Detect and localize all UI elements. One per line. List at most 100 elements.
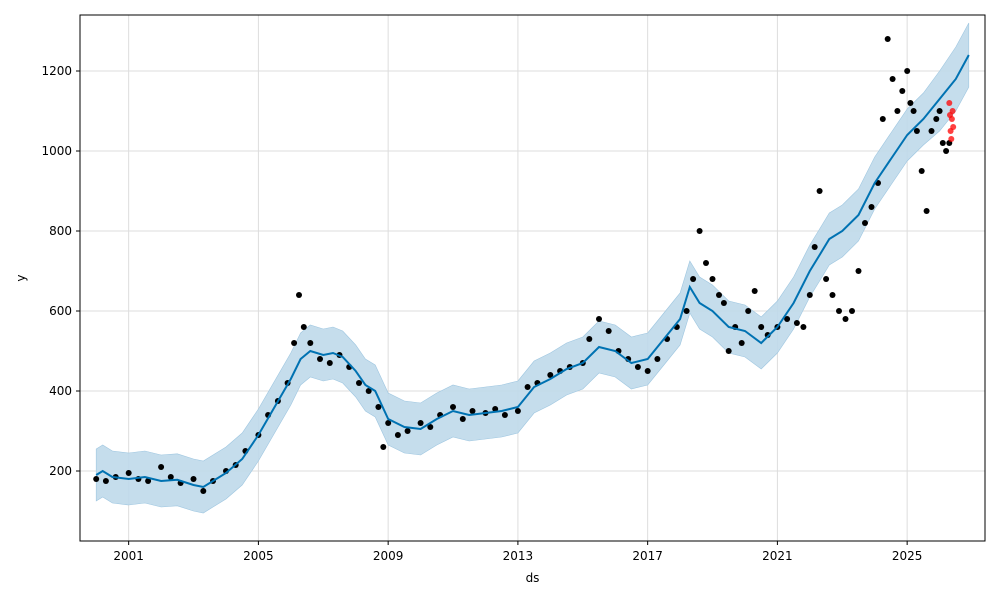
observed-point <box>200 488 207 494</box>
observed-point <box>380 444 387 450</box>
y-axis-ticks: 200 400 600 800 1000 1200 <box>41 64 80 478</box>
y-tick-label: 600 <box>49 304 72 318</box>
observed-point <box>720 300 727 306</box>
observed-point <box>703 260 709 266</box>
observed-point <box>725 348 732 354</box>
y-axis-label: y <box>14 274 28 281</box>
holdout-point <box>948 136 955 142</box>
observed-point <box>907 100 914 106</box>
observed-point <box>300 324 307 330</box>
observed-point <box>514 408 521 414</box>
x-tick-label: 2001 <box>113 549 144 563</box>
observed-point <box>849 308 855 314</box>
observed-point <box>811 244 818 250</box>
observed-point <box>145 478 152 484</box>
observed-point <box>596 316 602 322</box>
observed-point <box>894 108 901 114</box>
observed-point <box>417 420 424 426</box>
forecast-line <box>95 54 970 489</box>
observed-point <box>836 308 842 314</box>
observed-point <box>102 478 109 484</box>
observed-point <box>855 268 862 274</box>
observed-point <box>784 316 791 322</box>
plot-area-frame <box>79 14 986 542</box>
x-tick-label: 2013 <box>503 549 534 563</box>
observed-point <box>745 308 752 314</box>
uncertainty-band <box>95 22 970 514</box>
observed-point <box>605 328 612 334</box>
observed-point <box>501 412 508 418</box>
observed-point <box>939 140 946 146</box>
observed-point <box>868 204 875 210</box>
observed-point <box>427 424 434 430</box>
observed-point <box>524 384 531 390</box>
observed-point <box>385 420 392 426</box>
observed-point <box>365 388 372 394</box>
observed-point <box>936 108 943 114</box>
observed-point <box>758 324 765 330</box>
x-tick-label: 2017 <box>632 549 663 563</box>
observed-point <box>910 108 917 114</box>
observed-point <box>683 308 690 314</box>
observed-point <box>800 324 807 330</box>
observed-point <box>738 340 745 346</box>
observed-point <box>634 364 641 370</box>
y-tick-label: 800 <box>49 224 72 238</box>
holdout-point <box>948 116 955 122</box>
observed-point <box>586 336 593 342</box>
x-tick-label: 2005 <box>243 549 274 563</box>
observed-point <box>806 292 813 298</box>
observed-point <box>884 36 891 42</box>
observed-point <box>928 128 935 134</box>
observed-point <box>829 292 836 298</box>
observed-point <box>93 476 100 482</box>
holdout-point <box>949 108 956 114</box>
observed-point <box>904 68 911 74</box>
uncertainty-band-layer <box>95 22 970 514</box>
observed-point <box>690 276 697 282</box>
observed-point <box>492 406 499 412</box>
observed-point <box>889 76 896 82</box>
x-tick-label: 2025 <box>892 549 923 563</box>
observed-point <box>404 428 411 434</box>
observed-point <box>862 220 868 226</box>
x-axis-label: ds <box>526 571 540 585</box>
observed-point <box>654 356 661 362</box>
x-tick-label: 2021 <box>762 549 793 563</box>
observed-point <box>326 360 333 366</box>
observed-point <box>842 316 849 322</box>
observed-point <box>943 148 950 154</box>
observed-point <box>899 88 906 94</box>
observed-point <box>190 476 197 482</box>
observed-point <box>879 116 886 122</box>
observed-point <box>696 228 703 234</box>
observed-point <box>394 432 401 438</box>
x-axis-ticks: 2001 2005 2009 2013 2017 2021 2025 <box>113 541 922 563</box>
observed-point <box>823 276 830 282</box>
observed-point <box>375 404 382 410</box>
observed-point <box>709 276 716 282</box>
observed-point <box>469 408 476 414</box>
observed-point <box>356 380 362 386</box>
observed-point <box>450 404 456 410</box>
observed-point <box>793 320 800 326</box>
x-tick-label: 2009 <box>373 549 404 563</box>
observed-point <box>933 116 940 122</box>
forecast-line-layer <box>95 54 970 489</box>
observed-point <box>291 340 298 346</box>
y-tick-label: 1200 <box>41 64 72 78</box>
y-tick-label: 1000 <box>41 144 72 158</box>
observed-point <box>918 168 925 174</box>
observed-point <box>923 208 930 214</box>
observed-point <box>716 292 722 298</box>
holdout-point <box>950 124 957 130</box>
observed-point <box>459 416 466 422</box>
observed-point <box>125 470 132 476</box>
observed-point <box>167 474 174 480</box>
observed-point <box>913 128 920 134</box>
observed-point <box>644 368 651 374</box>
holdout-point <box>946 100 953 106</box>
y-tick-label: 400 <box>49 384 72 398</box>
observed-point <box>751 288 758 294</box>
